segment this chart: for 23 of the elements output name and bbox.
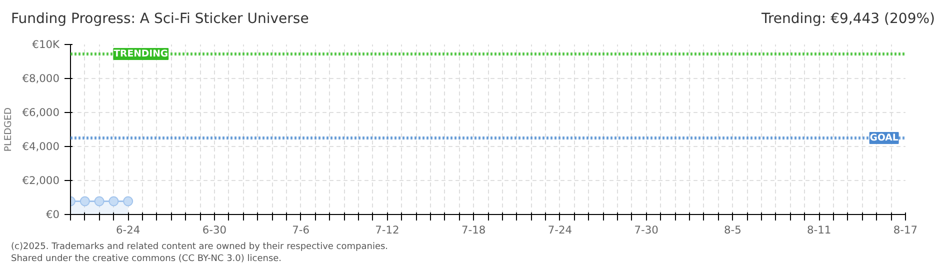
text: (c)2025. Trademarks and related content are owned by their respective companies. [11,242,388,252]
x-tick-label: 8-5 [724,224,742,236]
chart-title: Funding Progress: A Sci-Fi Sticker Universe [11,10,309,29]
x-tick-label: 8-11 [807,224,832,236]
chart-subtitle: Trending: €9,443 (209%) [761,10,935,29]
x-tick-label: 7-6 [292,224,310,236]
x-tick-label: 7-12 [375,224,400,236]
x-tick-label: 6-30 [202,224,227,236]
x-tick-label: 7-18 [462,224,486,236]
y-axis-title: PLEDGED [3,107,14,152]
y-tick-label: €10K [32,38,61,51]
y-tick-label: €2,000 [22,174,60,187]
x-tick-label: 7-30 [634,224,659,236]
y-tick-label: €4,000 [22,140,60,153]
x-tick-label: 6-24 [116,224,140,236]
ref-line-label: GOAL [870,132,898,144]
x-tick-label: 8-17 [893,224,918,236]
y-tick-label: €6,000 [22,106,60,119]
y-tick-label: €8,000 [22,72,60,85]
text: Shared under the creative commons (CC BY-NC 3.0) license. [11,254,282,264]
y-tick-label: €0 [46,208,60,221]
ref-line-label: TRENDING [114,48,168,60]
x-tick-label: 7-24 [548,224,572,236]
